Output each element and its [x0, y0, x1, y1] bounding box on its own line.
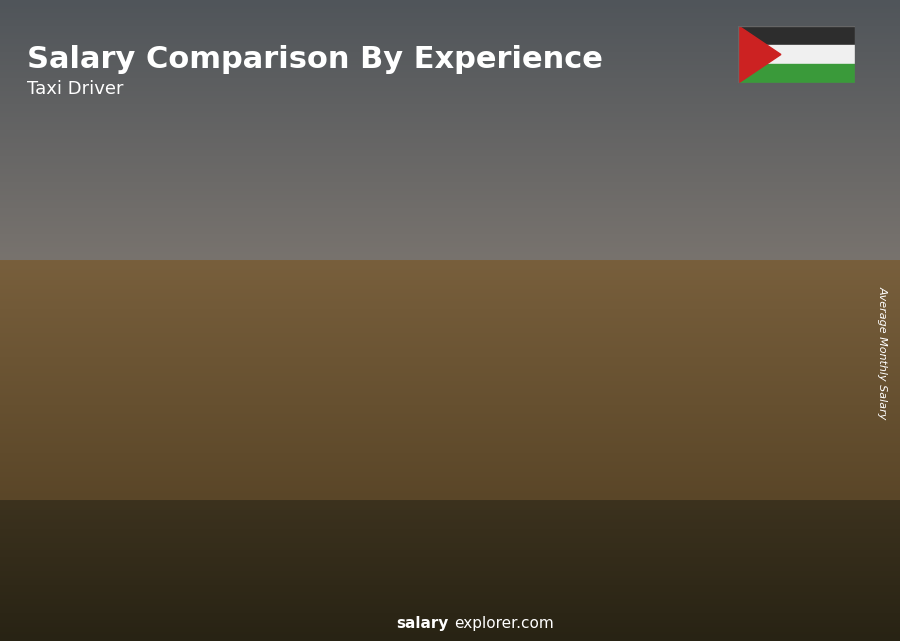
Text: +nan%: +nan% [371, 290, 442, 308]
Polygon shape [82, 492, 166, 495]
Bar [738, 64, 855, 83]
Polygon shape [209, 446, 293, 449]
Polygon shape [716, 253, 800, 256]
Polygon shape [401, 377, 420, 564]
Text: +nan%: +nan% [624, 212, 695, 230]
Bar [738, 45, 855, 64]
Bar [738, 26, 855, 45]
Polygon shape [654, 285, 673, 564]
Polygon shape [335, 377, 420, 380]
Polygon shape [716, 256, 781, 564]
Polygon shape [148, 492, 166, 564]
Text: explorer.com: explorer.com [454, 616, 554, 631]
Text: 0 USD: 0 USD [76, 474, 114, 487]
Polygon shape [527, 331, 547, 564]
Text: salary: salary [396, 616, 448, 631]
Text: 0 USD: 0 USD [455, 313, 494, 326]
Polygon shape [335, 380, 401, 564]
Polygon shape [738, 26, 781, 83]
Text: +nan%: +nan% [244, 336, 315, 354]
Polygon shape [274, 446, 293, 564]
Polygon shape [589, 285, 673, 288]
Text: Taxi Driver: Taxi Driver [27, 80, 123, 98]
Polygon shape [781, 253, 800, 564]
Polygon shape [462, 335, 527, 564]
Text: 0 USD: 0 USD [582, 267, 621, 281]
Text: 0 USD: 0 USD [202, 428, 241, 441]
Text: 0 USD: 0 USD [709, 235, 748, 248]
Text: Average Monthly Salary: Average Monthly Salary [878, 286, 887, 419]
Polygon shape [589, 288, 654, 564]
Text: +nan%: +nan% [498, 244, 569, 262]
Text: 0 USD: 0 USD [328, 360, 367, 372]
Polygon shape [82, 495, 148, 564]
Polygon shape [209, 449, 274, 564]
Text: Salary Comparison By Experience: Salary Comparison By Experience [27, 45, 603, 74]
Text: +nan%: +nan% [117, 405, 188, 423]
Polygon shape [462, 331, 547, 335]
